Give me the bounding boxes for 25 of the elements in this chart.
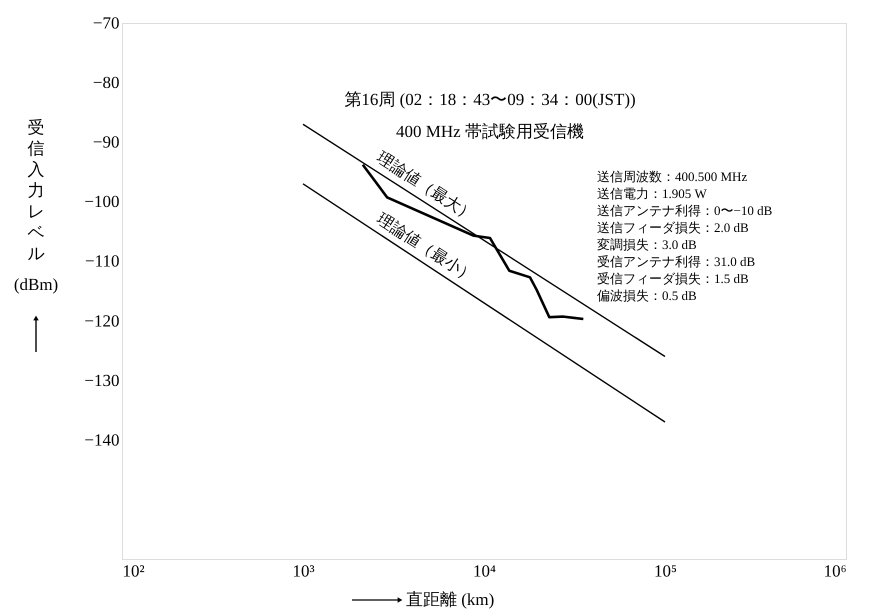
annotation: 送信電力：1.905 W bbox=[597, 186, 708, 201]
annotation: 送信周波数：400.500 MHz bbox=[597, 169, 748, 184]
x-tick-label: 10⁴ bbox=[473, 562, 496, 580]
x-tick-label: 10⁶ bbox=[824, 562, 847, 580]
y-tick-label: −130 bbox=[84, 370, 120, 390]
annotation: 送信アンテナ利得：0〜−10 dB bbox=[597, 203, 773, 218]
y-tick-label: −70 bbox=[92, 14, 120, 32]
text: 400 MHz 帯試験用受信機 bbox=[396, 122, 584, 141]
x-tick-label: 10² bbox=[122, 562, 145, 580]
annotation: 受信アンテナ利得：31.0 dB bbox=[597, 254, 756, 269]
x-axis-title: 直距離 (km) bbox=[406, 590, 494, 609]
y-tick-label: −120 bbox=[84, 311, 120, 330]
y-tick-label: −110 bbox=[85, 252, 120, 271]
x-tick-label: 10⁵ bbox=[654, 562, 678, 580]
x-tick-label: 10³ bbox=[292, 562, 315, 580]
y-tick-label: −140 bbox=[84, 430, 120, 450]
text: 第16周 (02：18：43〜09：34：00(JST)) bbox=[344, 90, 636, 109]
y-axis-title: 受信入力レベル (dBm) bbox=[14, 118, 58, 294]
y-tick-label: −100 bbox=[84, 192, 120, 212]
annotation: 変調損失：3.0 dB bbox=[597, 237, 697, 252]
y-tick-label: −80 bbox=[92, 73, 120, 92]
annotation: 送信フィーダ損失：2.0 dB bbox=[597, 220, 749, 235]
annotation: 受信フィーダ損失：1.5 dB bbox=[597, 271, 749, 286]
annotation: 偏波損失：0.5 dB bbox=[597, 288, 697, 303]
y-tick-label: −90 bbox=[92, 132, 120, 152]
